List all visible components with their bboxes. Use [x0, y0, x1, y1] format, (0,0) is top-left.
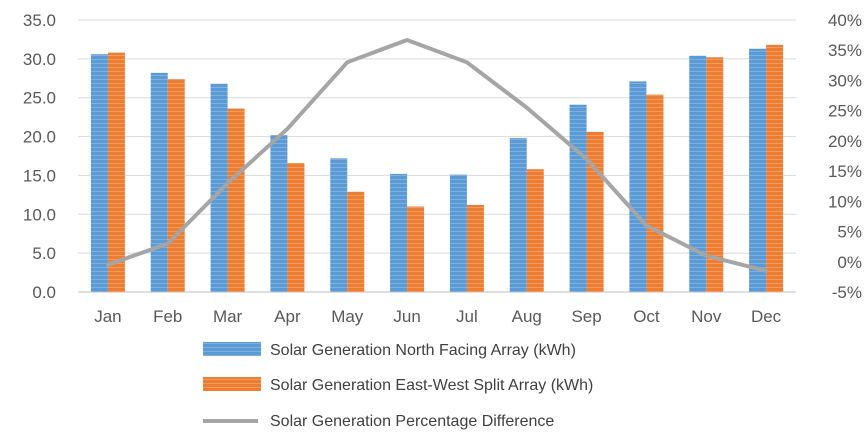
y-left-tick-label: 35.0 [23, 11, 56, 30]
bar-north [749, 48, 767, 292]
bar-east-west [706, 57, 724, 292]
bar-north [270, 135, 288, 292]
bar-north [390, 173, 408, 292]
y-left-tick-label: 10.0 [23, 205, 56, 224]
bar-east-west [466, 204, 484, 292]
y-right-tick-label: 35% [828, 41, 862, 60]
y-right-tick-label: 15% [828, 162, 862, 181]
legend-item-east-west: Solar Generation East-West Split Array (… [203, 377, 593, 394]
legend-label-percentage: Solar Generation Percentage Difference [270, 413, 554, 430]
bar-north [330, 158, 348, 292]
x-tick-label: Mar [213, 307, 243, 326]
bar-east-west [766, 44, 784, 292]
y-right-tick-label: 30% [828, 71, 862, 90]
x-axis: Jan Feb Mar Apr May Jun Jul Aug Sep Oct Nov Dec [94, 307, 781, 326]
bar-north [210, 83, 228, 293]
y-left-tick-label: 5.0 [32, 244, 56, 263]
bar-north [449, 174, 467, 292]
y-left-tick-label: 15.0 [23, 166, 56, 185]
x-tick-label: Jul [456, 307, 478, 326]
percentage-line [105, 37, 769, 273]
bar-north [150, 72, 168, 293]
bar-north [509, 138, 527, 292]
y-right-tick-label: 25% [828, 102, 862, 121]
y-axis-left: 0.0 5.0 10.0 15.0 20.0 25.0 30.0 35.0 [23, 11, 56, 302]
x-tick-label: Oct [633, 307, 660, 326]
y-right-tick-label: 40% [828, 11, 862, 30]
bar-east-west [526, 169, 544, 292]
bars [90, 44, 784, 293]
bar-east-west [167, 79, 185, 292]
bar-north [629, 81, 647, 292]
bar-east-west [227, 108, 245, 292]
bar-north [90, 54, 108, 292]
legend-label-east-west: Solar Generation East-West Split Array (… [270, 377, 593, 394]
legend-swatch-east-west [203, 377, 261, 391]
legend-label-north: Solar Generation North Facing Array (kWh… [270, 342, 576, 359]
y-right-tick-label: -5% [832, 283, 862, 302]
y-left-tick-label: 25.0 [23, 89, 56, 108]
x-tick-label: Aug [512, 307, 542, 326]
y-axis-right: -5% 0% 5% 10% 15% 20% 25% 30% 35% 40% [828, 11, 862, 302]
x-tick-label: May [331, 307, 364, 326]
bar-east-west [646, 94, 664, 292]
y-right-tick-label: 0% [837, 253, 862, 272]
x-tick-label: Jan [94, 307, 121, 326]
bar-east-west [107, 52, 125, 292]
legend-item-percentage: Solar Generation Percentage Difference [203, 413, 554, 430]
gridlines [78, 19, 796, 293]
y-left-tick-label: 20.0 [23, 128, 56, 147]
y-left-tick-label: 30.0 [23, 50, 56, 69]
legend-swatch-north [203, 342, 261, 356]
bar-east-west [287, 162, 305, 292]
bar-north [689, 55, 707, 293]
percentage-difference-line [105, 37, 769, 273]
y-right-tick-label: 10% [828, 192, 862, 211]
bar-north [569, 104, 587, 292]
bar-east-west [347, 191, 365, 292]
legend: Solar Generation North Facing Array (kWh… [203, 342, 593, 430]
y-right-tick-label: 5% [837, 223, 862, 242]
bar-east-west [407, 206, 425, 292]
x-tick-label: Dec [751, 307, 782, 326]
x-tick-label: Sep [571, 307, 601, 326]
x-tick-label: Nov [691, 307, 722, 326]
y-right-tick-label: 20% [828, 132, 862, 151]
legend-item-north: Solar Generation North Facing Array (kWh… [203, 342, 576, 359]
y-left-tick-label: 0.0 [32, 283, 56, 302]
x-tick-label: Jun [393, 307, 420, 326]
x-tick-label: Feb [153, 307, 182, 326]
x-tick-label: Apr [274, 307, 301, 326]
bar-east-west [586, 131, 604, 292]
